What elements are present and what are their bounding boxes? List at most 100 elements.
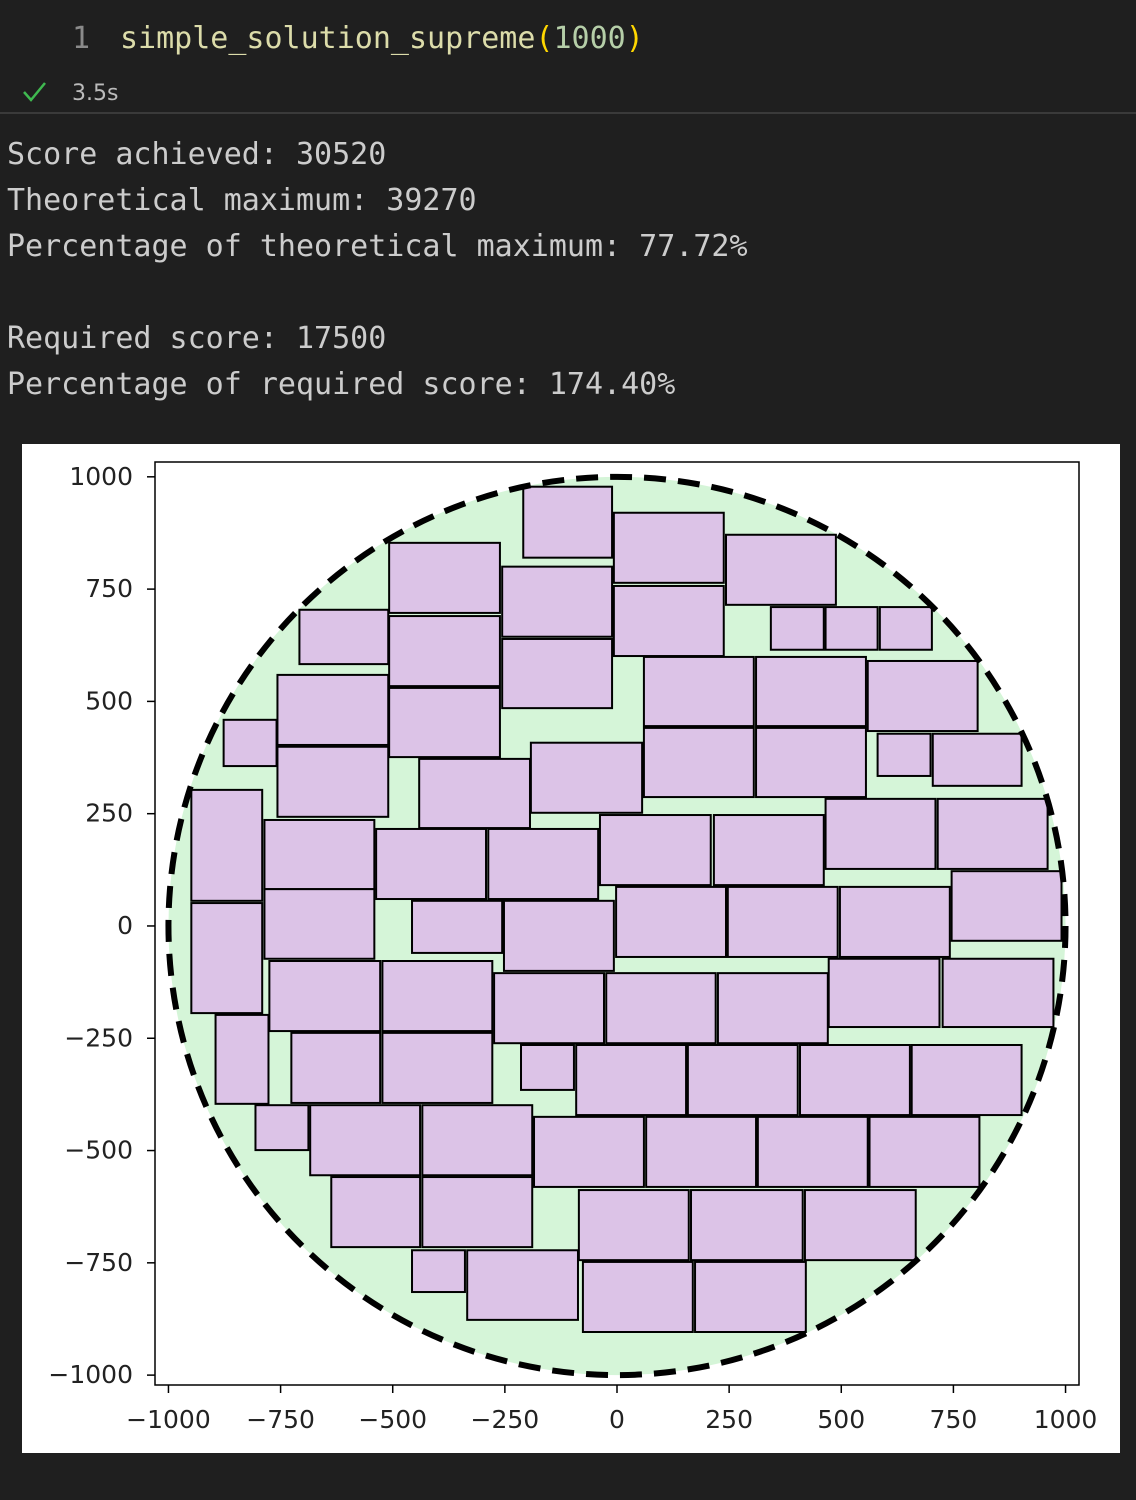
y-tick-label: 250: [85, 799, 133, 828]
y-tick-label: 0: [117, 911, 133, 940]
packed-rect: [421, 1104, 534, 1177]
y-tick-label: −500: [64, 1136, 133, 1165]
packed-rect: [876, 732, 932, 777]
packed-rect: [501, 565, 614, 638]
packed-rect: [421, 1176, 534, 1249]
y-tick-label: −750: [64, 1248, 133, 1277]
y-tick-label: 500: [85, 686, 133, 715]
packed-rect: [263, 888, 376, 960]
packed-rect: [605, 972, 717, 1045]
packed-rect: [799, 1043, 911, 1117]
packed-rect: [276, 745, 390, 818]
packed-rect: [388, 615, 501, 688]
packed-rect: [466, 1249, 579, 1321]
packed-rect: [411, 1249, 466, 1294]
x-tick-label: 0: [609, 1405, 625, 1434]
packed-rect: [868, 1115, 981, 1188]
packed-rect: [254, 1104, 310, 1152]
packed-rect: [520, 1043, 575, 1091]
y-tick-label: 750: [85, 574, 133, 603]
packed-rect: [522, 485, 614, 559]
packed-rect: [309, 1104, 422, 1177]
packed-rect: [755, 655, 867, 728]
packed-rect: [330, 1176, 422, 1249]
output-line: Percentage of required score: 174.40%: [7, 367, 675, 402]
packed-rect: [375, 827, 488, 901]
packed-rect: [724, 533, 837, 606]
packed-rect: [598, 814, 712, 887]
packed-rect: [642, 655, 755, 728]
code-paren: (: [535, 21, 553, 56]
code-paren: ): [626, 21, 644, 56]
packed-rect: [950, 870, 1063, 942]
packed-rect: [222, 718, 278, 768]
output-line: Score achieved: 30520: [7, 137, 386, 172]
packed-rect: [838, 885, 951, 958]
packed-rect: [690, 1189, 804, 1262]
packed-rect: [612, 511, 725, 584]
packed-rect: [686, 1043, 799, 1117]
packed-rect: [581, 1260, 694, 1334]
exec-time: 3.5s: [72, 81, 118, 106]
y-tick-label: −250: [64, 1023, 133, 1052]
packed-rect: [388, 541, 501, 614]
code-fn: simple_solution_supreme: [120, 21, 535, 56]
packed-rect: [716, 972, 829, 1045]
packed-rect: [533, 1115, 645, 1188]
packed-rect: [726, 885, 839, 958]
packed-rect: [756, 1115, 869, 1188]
packed-rect: [263, 818, 376, 891]
packed-rect: [298, 608, 390, 666]
packed-rect: [502, 899, 615, 972]
packed-rect: [190, 788, 264, 902]
packed-rect: [931, 732, 1023, 787]
x-tick-label: 1000: [1034, 1405, 1098, 1434]
x-tick-label: −750: [246, 1405, 315, 1434]
x-tick-label: −250: [471, 1405, 540, 1434]
packed-rect: [803, 1189, 917, 1262]
x-tick-label: −1000: [126, 1405, 211, 1434]
packed-rect: [866, 659, 979, 733]
packed-rect: [388, 686, 501, 759]
x-tick-label: −500: [358, 1405, 427, 1434]
code-number: 1000: [553, 21, 625, 56]
line-number: 1: [72, 21, 90, 56]
packed-rect: [645, 1115, 758, 1188]
packed-rect: [577, 1189, 690, 1262]
x-tick-label: 750: [930, 1405, 978, 1434]
packed-rect: [878, 606, 933, 651]
packed-rect: [381, 960, 494, 1033]
packed-rect: [268, 960, 382, 1033]
packed-rect: [824, 797, 937, 870]
output-line: Theoretical maximum: 39270: [7, 183, 477, 218]
packed-rect: [411, 899, 504, 954]
packed-rect: [214, 1013, 270, 1105]
packed-rect: [501, 637, 614, 710]
packed-rect: [612, 584, 725, 658]
packed-rect: [910, 1043, 1023, 1117]
check-icon: [23, 82, 46, 102]
packed-rect: [642, 726, 755, 799]
packed-rect: [276, 673, 390, 746]
packed-rect: [290, 1031, 382, 1104]
code: simple_solution_supreme(1000): [120, 21, 644, 56]
packed-rect: [493, 972, 605, 1045]
output-line: Percentage of theoretical maximum: 77.72…: [7, 229, 748, 264]
packed-rect: [694, 1260, 807, 1334]
packed-rect: [824, 606, 879, 651]
packed-rect: [615, 885, 727, 958]
packed-rect: [418, 757, 531, 830]
x-tick-label: 500: [817, 1405, 865, 1434]
circle-boundary: [165, 473, 1069, 1379]
packed-rect: [190, 902, 264, 1015]
packed-rect: [769, 606, 825, 651]
packed-rect: [529, 741, 644, 814]
packed-rect: [487, 827, 600, 901]
packed-rect: [712, 814, 825, 887]
packed-rect: [575, 1043, 688, 1117]
packed-rect: [936, 797, 1049, 870]
y-tick-label: −1000: [48, 1360, 133, 1389]
packed-rect: [381, 1031, 494, 1104]
